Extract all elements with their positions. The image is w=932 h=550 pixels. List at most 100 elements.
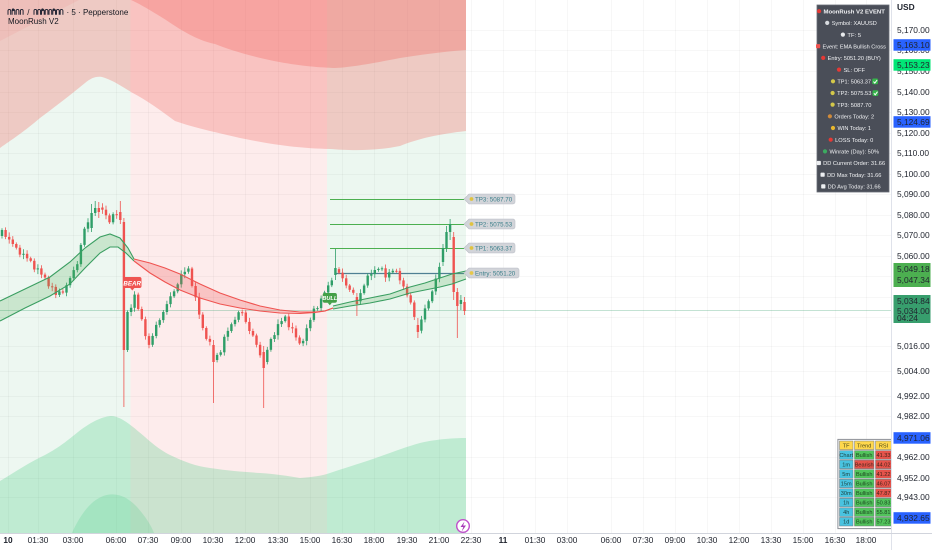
svg-text:MoonRush V2: MoonRush V2 [8,17,59,26]
svg-text:Bullish: Bullish [856,501,872,507]
svg-text:12:00: 12:00 [729,535,750,545]
svg-text:5,120.00: 5,120.00 [897,128,930,138]
svg-text:5m: 5m [842,472,850,478]
svg-text:Chart: Chart [839,453,853,459]
svg-text:TP1: 5063.37: TP1: 5063.37 [837,80,871,86]
svg-text:46.07: 46.07 [877,482,891,488]
svg-text:4,982.00: 4,982.00 [897,411,930,421]
svg-text:4,952.00: 4,952.00 [897,473,930,483]
svg-text:5,090.00: 5,090.00 [897,189,930,199]
svg-text:01:30: 01:30 [525,535,546,545]
svg-text:01:30: 01:30 [28,535,49,545]
svg-text:1d: 1d [843,520,849,526]
svg-text:57.23: 57.23 [877,520,891,526]
svg-text:5,170.00: 5,170.00 [897,25,930,35]
svg-text:4h: 4h [843,510,849,516]
svg-text:Bullish: Bullish [856,482,872,488]
svg-text:09:00: 09:00 [665,535,686,545]
svg-text:4,962.00: 4,962.00 [897,452,930,462]
svg-text:Entry: 5051.20 (BUY): Entry: 5051.20 (BUY) [828,56,881,62]
svg-text:DD Current Order: 31.66: DD Current Order: 31.66 [823,161,885,167]
svg-text:TP3: 5087.70: TP3: 5087.70 [837,103,871,109]
svg-text:41.22: 41.22 [877,472,891,478]
svg-text:03:00: 03:00 [63,535,84,545]
svg-text:5,100.00: 5,100.00 [897,169,930,179]
svg-text:16:30: 16:30 [332,535,353,545]
svg-text:4,992.00: 4,992.00 [897,391,930,401]
svg-text:30m: 30m [841,491,852,497]
svg-text:18:00: 18:00 [364,535,385,545]
svg-text:21:00: 21:00 [429,535,450,545]
svg-text:Entry: 5051.20: Entry: 5051.20 [475,270,516,277]
svg-text:04:24: 04:24 [897,313,918,323]
svg-text:Event: EMA Bullish Cross: Event: EMA Bullish Cross [823,44,887,50]
svg-text:TF: TF [843,443,850,449]
svg-text:55.81: 55.81 [877,510,891,516]
svg-text:Bullish: Bullish [856,520,872,526]
svg-text:06:00: 06:00 [106,535,127,545]
svg-text:USD: USD [897,2,915,12]
svg-text:BULL: BULL [322,296,337,302]
svg-text:5,153.23: 5,153.23 [897,60,930,70]
svg-text:5,060.00: 5,060.00 [897,251,930,261]
svg-text:18:00: 18:00 [856,535,877,545]
svg-text:Bullish: Bullish [856,453,872,459]
svg-text:50.83: 50.83 [877,501,891,507]
svg-text:15:00: 15:00 [300,535,321,545]
svg-text:10:30: 10:30 [203,535,224,545]
svg-text:TP3: 5087.70: TP3: 5087.70 [475,196,513,203]
svg-text:DD Avg Today: 31.66: DD Avg Today: 31.66 [828,185,881,191]
svg-text:4,943.00: 4,943.00 [897,492,930,502]
svg-text:15:00: 15:00 [793,535,814,545]
svg-text:4,971.06: 4,971.06 [897,433,930,443]
svg-text:Symbol: XAUUSD: Symbol: XAUUSD [832,21,877,27]
svg-text:TP2: 5075.53: TP2: 5075.53 [475,221,513,228]
svg-text:03:00: 03:00 [557,535,578,545]
svg-text:5,016.00: 5,016.00 [897,341,930,351]
svg-text:5,034.84: 5,034.84 [897,296,930,306]
svg-text:5,150.00: 5,150.00 [897,66,930,76]
svg-text:11: 11 [499,535,508,545]
svg-text:12:00: 12:00 [235,535,256,545]
svg-text:1h: 1h [843,501,849,507]
svg-text:BEAR: BEAR [123,280,141,287]
svg-text:09:00: 09:00 [171,535,192,545]
svg-text:5,034.00: 5,034.00 [897,306,930,316]
svg-text:MoonRush V2 EVENT: MoonRush V2 EVENT [824,9,886,15]
svg-text:5,130.00: 5,130.00 [897,107,930,117]
svg-text:5,124.69: 5,124.69 [897,117,930,127]
svg-text:Bullish: Bullish [856,510,872,516]
svg-text:WIN Today: 1: WIN Today: 1 [838,126,872,132]
svg-text:5,110.00: 5,110.00 [897,148,929,158]
svg-text:TP1: 5063.37: TP1: 5063.37 [475,245,513,252]
svg-text:47.87: 47.87 [877,491,891,497]
svg-text:5,163.10: 5,163.10 [897,40,930,50]
svg-text:5,070.00: 5,070.00 [897,230,930,240]
svg-text:Trend: Trend [857,443,871,449]
svg-text:13:30: 13:30 [268,535,289,545]
svg-text:5,047.34: 5,047.34 [897,275,930,285]
svg-text:5,049.18: 5,049.18 [897,264,930,274]
svg-text:RSI: RSI [879,443,889,449]
svg-text:1m: 1m [842,462,850,468]
svg-text:Bullish: Bullish [856,491,872,497]
svg-text:Bearish: Bearish [855,462,874,468]
svg-text:06:00: 06:00 [601,535,622,545]
svg-text:Bullish: Bullish [856,472,872,478]
svg-text:16:30: 16:30 [825,535,846,545]
svg-text:22:30: 22:30 [461,535,482,545]
svg-text:LOSS Today: 0: LOSS Today: 0 [835,138,873,144]
svg-text:· 5 · Pepperstone: · 5 · Pepperstone [67,8,129,17]
svg-text:DD Max Today: 31.66: DD Max Today: 31.66 [827,173,881,179]
svg-text:07:30: 07:30 [633,535,654,545]
svg-text:07:30: 07:30 [138,535,159,545]
svg-text:41.33: 41.33 [877,453,891,459]
svg-text:5,004.00: 5,004.00 [897,366,930,376]
svg-text:5,080.00: 5,080.00 [897,210,930,220]
svg-text:TP2: 5075.53: TP2: 5075.53 [837,91,871,97]
svg-text:10: 10 [3,535,13,545]
svg-text:Winrate (Day): 50%: Winrate (Day): 50% [830,150,880,156]
svg-text:SL: OFF: SL: OFF [844,68,866,74]
svg-text:/: / [27,8,30,17]
svg-text:Orders Today: 2: Orders Today: 2 [834,115,874,121]
